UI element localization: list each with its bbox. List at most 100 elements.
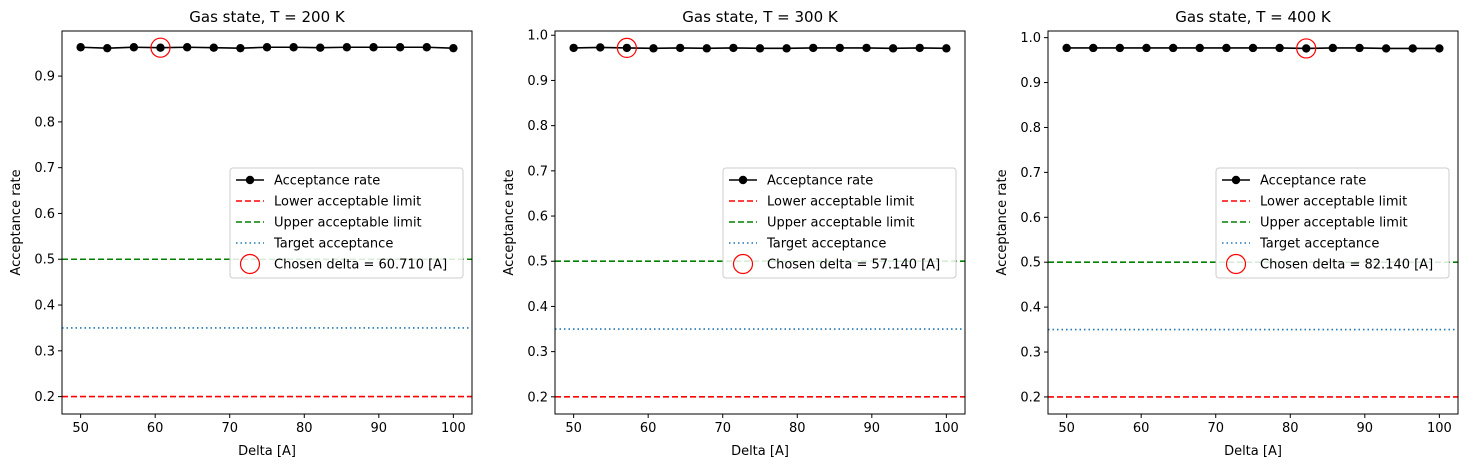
y-tick-label: 1.0 <box>527 29 548 44</box>
data-point <box>1355 44 1363 52</box>
y-tick-label: 0.2 <box>34 390 55 405</box>
y-tick-label: 0.9 <box>34 70 55 85</box>
data-point <box>623 44 631 52</box>
data-point <box>449 44 457 52</box>
data-point <box>649 44 657 52</box>
data-point <box>569 44 577 52</box>
y-tick-label: 0.7 <box>1020 166 1041 181</box>
x-tick-label: 100 <box>441 421 466 436</box>
legend-label: Acceptance rate <box>1260 174 1366 189</box>
legend-marker-icon <box>246 176 254 184</box>
y-tick-label: 0.7 <box>34 161 55 176</box>
data-point <box>103 44 111 52</box>
y-tick-label: 0.8 <box>1020 121 1041 136</box>
legend-label: Upper acceptable limit <box>767 216 915 231</box>
data-point <box>236 44 244 52</box>
y-tick-label: 0.9 <box>527 74 548 89</box>
data-point <box>183 43 191 51</box>
data-point <box>1169 44 1177 52</box>
x-axis-label: Delta [A] <box>1224 444 1282 459</box>
x-tick-label: 80 <box>296 421 313 436</box>
data-point <box>809 44 817 52</box>
chart-title: Gas state, T = 200 K <box>189 8 346 26</box>
data-point <box>1275 44 1283 52</box>
x-tick-label: 70 <box>221 421 238 436</box>
y-tick-label: 0.3 <box>527 345 548 360</box>
x-tick-label: 60 <box>640 421 657 436</box>
y-tick-label: 0.4 <box>1020 301 1041 316</box>
y-tick-label: 1.0 <box>1020 31 1041 46</box>
data-point <box>596 43 604 51</box>
x-tick-label: 60 <box>1133 421 1150 436</box>
x-tick-label: 100 <box>1427 421 1452 436</box>
x-tick-label: 90 <box>864 421 881 436</box>
x-axis-label: Delta [A] <box>731 444 789 459</box>
x-tick-label: 50 <box>72 421 89 436</box>
legend-marker-icon <box>1232 176 1240 184</box>
data-point <box>396 43 404 51</box>
x-tick-label: 50 <box>565 421 582 436</box>
y-tick-label: 0.7 <box>527 164 548 179</box>
y-tick-label: 0.2 <box>1020 390 1041 405</box>
y-axis-label: Acceptance rate <box>995 169 1010 275</box>
data-point <box>862 44 870 52</box>
x-tick-label: 100 <box>934 421 959 436</box>
x-tick-label: 90 <box>371 421 388 436</box>
data-point <box>1249 44 1257 52</box>
chart-title: Gas state, T = 300 K <box>682 8 839 26</box>
y-tick-label: 0.6 <box>527 210 548 225</box>
legend-label: Lower acceptable limit <box>274 195 421 210</box>
legend-label: Lower acceptable limit <box>1260 195 1407 210</box>
x-tick-label: 80 <box>1282 421 1299 436</box>
data-point <box>76 43 84 51</box>
data-point <box>1382 44 1390 52</box>
data-point <box>889 44 897 52</box>
data-point <box>756 44 764 52</box>
data-point <box>1302 44 1310 52</box>
legend-label: Acceptance rate <box>274 174 380 189</box>
data-point <box>343 43 351 51</box>
x-tick-label: 80 <box>789 421 806 436</box>
y-tick-label: 0.4 <box>34 299 55 314</box>
y-axis-label: Acceptance rate <box>9 169 24 275</box>
legend-label: Target acceptance <box>273 237 393 252</box>
data-point <box>676 44 684 52</box>
legend-label: Chosen delta = 60.710 [A] <box>274 258 447 273</box>
data-point <box>1329 44 1337 52</box>
x-axis-label: Delta [A] <box>238 444 296 459</box>
data-point <box>836 44 844 52</box>
data-point <box>942 44 950 52</box>
data-point <box>782 44 790 52</box>
y-tick-label: 0.3 <box>1020 346 1041 361</box>
y-tick-label: 0.2 <box>527 390 548 405</box>
y-tick-label: 0.9 <box>1020 76 1041 91</box>
y-tick-label: 0.3 <box>34 344 55 359</box>
data-point <box>916 44 924 52</box>
y-tick-label: 0.4 <box>527 300 548 315</box>
y-tick-label: 0.5 <box>1020 256 1041 271</box>
chart-title: Gas state, T = 400 K <box>1175 8 1332 26</box>
x-tick-label: 60 <box>147 421 164 436</box>
legend-label: Upper acceptable limit <box>274 216 422 231</box>
legend-label: Lower acceptable limit <box>767 195 914 210</box>
data-point <box>1435 44 1443 52</box>
data-point <box>263 43 271 51</box>
data-point <box>1089 44 1097 52</box>
legend-label: Chosen delta = 57.140 [A] <box>767 258 940 273</box>
legend-marker-icon <box>739 176 747 184</box>
x-tick-label: 90 <box>1357 421 1374 436</box>
data-point <box>1196 44 1204 52</box>
data-point <box>1062 44 1070 52</box>
y-tick-label: 0.5 <box>34 253 55 268</box>
data-point <box>703 44 711 52</box>
x-tick-label: 70 <box>714 421 731 436</box>
legend-label: Upper acceptable limit <box>1260 216 1408 231</box>
x-tick-label: 70 <box>1207 421 1224 436</box>
data-point <box>729 44 737 52</box>
data-point <box>423 43 431 51</box>
data-point <box>316 44 324 52</box>
